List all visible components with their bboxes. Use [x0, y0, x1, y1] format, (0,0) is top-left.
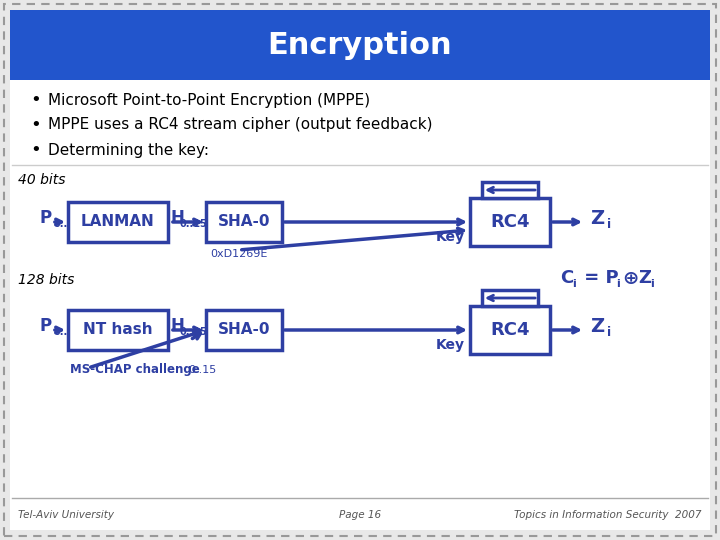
Bar [470, 306, 550, 354]
Text: 40 bits: 40 bits [18, 173, 66, 187]
Text: Encryption: Encryption [268, 30, 452, 59]
Bar [482, 182, 538, 198]
Text: Z: Z [590, 210, 604, 228]
Text: i: i [607, 327, 611, 340]
Text: Tel-Aviv University: Tel-Aviv University [18, 510, 114, 520]
Text: 0..15: 0..15 [180, 327, 208, 337]
Bar [68, 202, 168, 242]
Text: P: P [40, 317, 52, 335]
Text: H: H [170, 317, 184, 335]
Text: 0..15: 0..15 [180, 219, 208, 229]
Text: 0..13: 0..13 [54, 327, 82, 337]
Text: •: • [30, 116, 41, 134]
Bar [206, 310, 282, 350]
Text: Key: Key [436, 230, 465, 244]
Text: LANMAN: LANMAN [81, 214, 155, 230]
Text: •: • [30, 91, 41, 109]
Text: NT hash: NT hash [84, 322, 153, 338]
Text: Page 16: Page 16 [339, 510, 381, 520]
Text: SHA-0: SHA-0 [217, 322, 270, 338]
Bar [206, 202, 282, 242]
Text: ⊕: ⊕ [622, 268, 639, 287]
Text: = P: = P [578, 269, 618, 287]
Text: 0xD1269E: 0xD1269E [210, 249, 268, 259]
Text: Microsoft Point-to-Point Encryption (MPPE): Microsoft Point-to-Point Encryption (MPP… [48, 92, 370, 107]
Text: i: i [616, 279, 620, 289]
Text: RC4: RC4 [490, 213, 530, 231]
Text: 0..13: 0..13 [54, 219, 82, 229]
Text: RC4: RC4 [490, 321, 530, 339]
Text: 128 bits: 128 bits [18, 273, 74, 287]
Text: 0..15: 0..15 [188, 365, 216, 375]
Text: C: C [560, 269, 573, 287]
Text: Determining the key:: Determining the key: [48, 143, 209, 158]
Bar [470, 198, 550, 246]
Text: Key: Key [436, 338, 465, 352]
Text: MS-CHAP challenge: MS-CHAP challenge [70, 363, 199, 376]
Text: H: H [170, 209, 184, 227]
Text: i: i [607, 219, 611, 232]
Text: Z: Z [590, 318, 604, 336]
Text: MPPE uses a RC4 stream cipher (output feedback): MPPE uses a RC4 stream cipher (output fe… [48, 118, 433, 132]
Text: i: i [572, 279, 576, 289]
Bar [482, 290, 538, 306]
Text: •: • [30, 141, 41, 159]
Text: i: i [650, 279, 654, 289]
Text: Z: Z [638, 269, 651, 287]
Text: Topics in Information Security  2007: Topics in Information Security 2007 [515, 510, 702, 520]
Bar [68, 310, 168, 350]
Text: SHA-0: SHA-0 [217, 214, 270, 230]
Bar [10, 10, 710, 80]
Text: P: P [40, 209, 52, 227]
